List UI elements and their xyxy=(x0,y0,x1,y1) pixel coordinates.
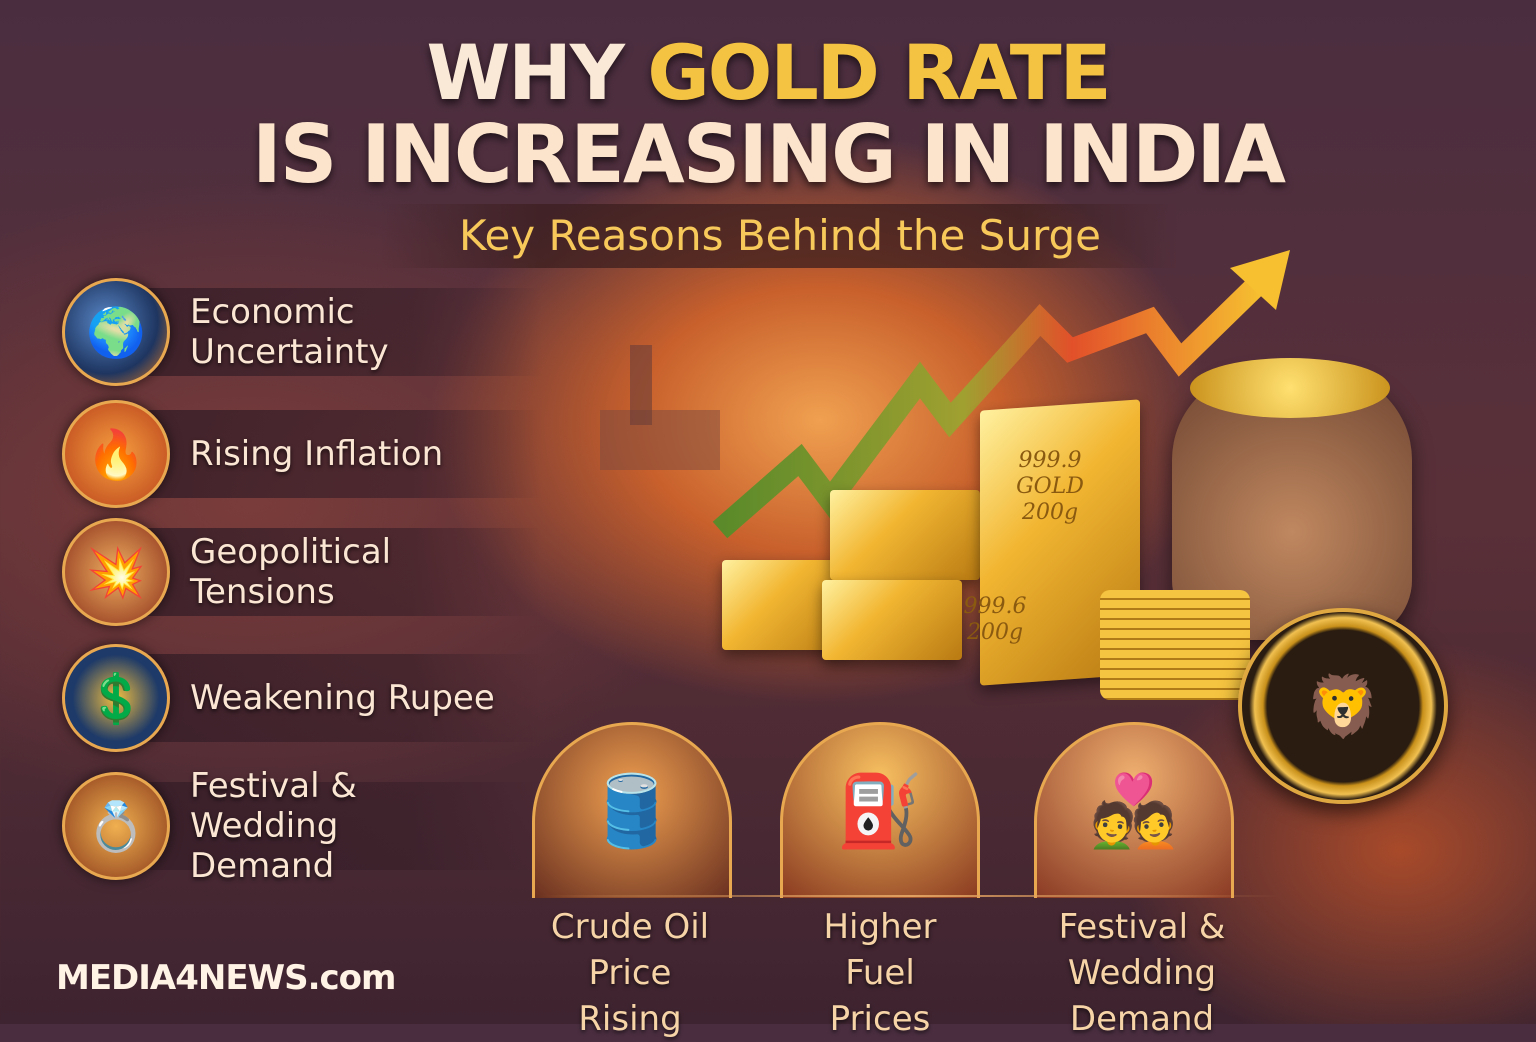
title-line-2: IS INCREASING IN INDIA xyxy=(251,108,1286,201)
gold-text: GOLD xyxy=(1016,474,1084,499)
explosion-icon: 💥 xyxy=(62,518,170,626)
purity-text: 999.9 xyxy=(1018,448,1082,473)
title-line-1: WHY GOLD RATE xyxy=(0,28,1536,117)
dollar-icon: 💲 xyxy=(62,644,170,752)
reason-festival-wedding: 💍 Festival & Wedding Demand xyxy=(62,766,542,886)
reason-label: Geopolitical Tensions xyxy=(190,532,392,612)
reason-rising-inflation: 🔥 Rising Inflation xyxy=(62,400,542,508)
divider xyxy=(540,895,1280,897)
oil-barrel-icon: 🛢️ xyxy=(532,722,732,898)
coin-stacks xyxy=(1100,590,1250,700)
bottom-label-fuel: Higher Fuel Prices xyxy=(823,907,937,1039)
rbi-seal-coin: 🦁 xyxy=(1238,608,1448,804)
reason-label: Rising Inflation xyxy=(190,434,444,474)
reason-economic-uncertainty: 🌍 Economic Uncertainty xyxy=(62,278,542,386)
bottom-label-festival: Festival & Wedding Demand xyxy=(1058,907,1226,1039)
coin-pile xyxy=(1190,358,1390,418)
gold-bar-large-label: 999.9 GOLD 200g xyxy=(1010,448,1090,526)
weight-text: 200g xyxy=(1021,500,1079,525)
globe-icon: 🌍 xyxy=(62,278,170,386)
wedding-couple-icon: 💑 xyxy=(1034,722,1234,898)
subtitle: Key Reasons Behind the Surge xyxy=(380,204,1180,268)
reason-label: Economic Uncertainty xyxy=(190,292,389,372)
purity-text: 999.6 xyxy=(963,594,1027,619)
brand-logo: MEDIA4NEWS.com xyxy=(56,958,396,998)
jewelry-icon: 💍 xyxy=(62,772,170,880)
title-prefix: WHY xyxy=(426,28,648,117)
weight-text: 200g xyxy=(966,620,1024,645)
title-highlight: GOLD RATE xyxy=(647,28,1111,117)
reason-label: Weakening Rupee xyxy=(190,678,495,718)
fire-icon: 🔥 xyxy=(62,400,170,508)
reason-geopolitical-tensions: 💥 Geopolitical Tensions xyxy=(62,518,542,626)
gold-bar-small-label: 999.6 200g xyxy=(955,594,1035,646)
reason-weakening-rupee: 💲 Weakening Rupee xyxy=(62,644,542,752)
fuel-chart-icon: ⛽ xyxy=(780,722,980,898)
